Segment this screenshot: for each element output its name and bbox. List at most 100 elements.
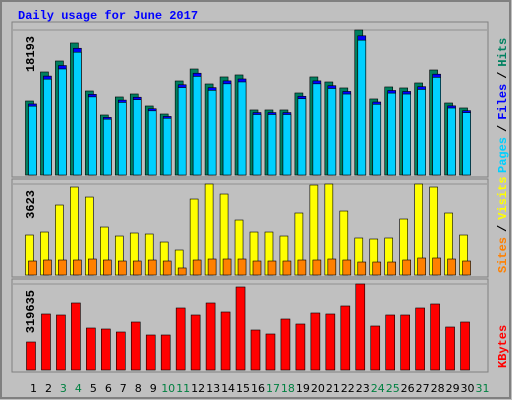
bar: [86, 327, 96, 371]
bar: [192, 259, 202, 276]
x-tick-label: 7: [120, 382, 127, 395]
x-tick-label: 12: [191, 382, 205, 395]
bar: [117, 260, 127, 276]
bar: [132, 99, 142, 176]
x-tick-label: 1: [30, 382, 37, 395]
bar: [207, 258, 217, 276]
x-tick-label: 19: [296, 382, 310, 395]
bar: [177, 267, 187, 276]
bar: [103, 259, 112, 276]
bar: [402, 259, 411, 276]
bar: [415, 307, 425, 371]
bar: [220, 311, 231, 371]
bar: [295, 323, 306, 371]
bar: [432, 257, 441, 276]
legend-entry: Sites: [496, 237, 510, 273]
bar: [357, 261, 367, 276]
bar: [252, 114, 262, 176]
x-tick-label: 3: [60, 382, 67, 395]
x-tick-label: 9: [150, 382, 157, 395]
bar: [58, 259, 67, 276]
x-tick-label: 13: [206, 382, 220, 395]
bar: [115, 331, 126, 371]
legend-entry: Pages: [496, 137, 510, 173]
bar: [280, 318, 291, 371]
y-tick-label: 18193: [24, 36, 38, 72]
bar: [207, 90, 217, 176]
x-tick-label: 26: [401, 382, 415, 395]
bar: [26, 341, 36, 371]
bar: [430, 303, 440, 371]
bar: [282, 114, 292, 176]
bar: [56, 314, 66, 371]
bar: [88, 96, 97, 176]
bar: [73, 259, 82, 276]
bar: [192, 76, 202, 176]
legend: KBytes: [496, 325, 510, 368]
bar: [297, 259, 307, 276]
bar: [103, 118, 112, 176]
x-tick-label: 14: [221, 382, 235, 395]
legend: Sites / Visits: [496, 177, 510, 273]
bar: [41, 313, 51, 371]
bar: [432, 77, 441, 176]
legend-separator: /: [496, 72, 510, 79]
x-tick-label: 31: [476, 382, 490, 395]
bar: [265, 333, 276, 371]
x-tick-label: 16: [251, 382, 265, 395]
bar: [43, 78, 52, 176]
chart-title: Daily usage for June 2017: [18, 9, 198, 23]
bar: [162, 117, 172, 176]
bar: [175, 307, 186, 371]
bar: [327, 88, 337, 176]
bar: [342, 259, 352, 276]
bar: [88, 258, 97, 276]
x-tick-label: 17: [266, 382, 280, 395]
bar: [447, 258, 456, 276]
x-tick-label: 29: [446, 382, 460, 395]
x-tick-label: 30: [461, 382, 475, 395]
bar: [222, 258, 232, 276]
bar: [73, 51, 82, 176]
x-tick-label: 11: [176, 382, 190, 395]
bar: [237, 81, 247, 176]
y-tick-label: 319635: [24, 290, 38, 333]
bar: [235, 286, 246, 371]
bar: [387, 261, 397, 276]
x-tick-label: 27: [416, 382, 430, 395]
x-tick-label: 2: [45, 382, 52, 395]
bar: [101, 328, 111, 371]
x-tick-label: 18: [281, 382, 295, 395]
bar: [43, 259, 52, 276]
bar: [387, 92, 397, 176]
legend-entry: Hits: [496, 38, 510, 67]
bar: [462, 112, 471, 176]
legend: Pages / Files / Hits: [496, 38, 510, 173]
legend-separator: /: [496, 225, 510, 232]
bar: [312, 259, 322, 276]
x-tick-label: 25: [386, 382, 400, 395]
x-tick-label: 28: [431, 382, 445, 395]
bar: [190, 314, 201, 371]
bar: [250, 329, 261, 371]
bar: [237, 258, 247, 276]
x-tick-label: 23: [356, 382, 370, 395]
bar: [132, 260, 142, 276]
bar: [342, 93, 352, 176]
bar: [267, 260, 277, 276]
x-tick-label: 24: [371, 382, 385, 395]
y-tick-label: 3623: [24, 190, 38, 219]
x-tick-label: 6: [105, 382, 112, 395]
bar: [71, 302, 81, 371]
bar: [385, 314, 396, 371]
bar: [130, 321, 141, 371]
bar: [372, 103, 382, 176]
bar: [327, 258, 337, 276]
bar: [297, 98, 307, 176]
bar: [282, 260, 292, 276]
bar: [117, 102, 127, 176]
bar: [357, 39, 367, 176]
bar: [147, 259, 157, 276]
